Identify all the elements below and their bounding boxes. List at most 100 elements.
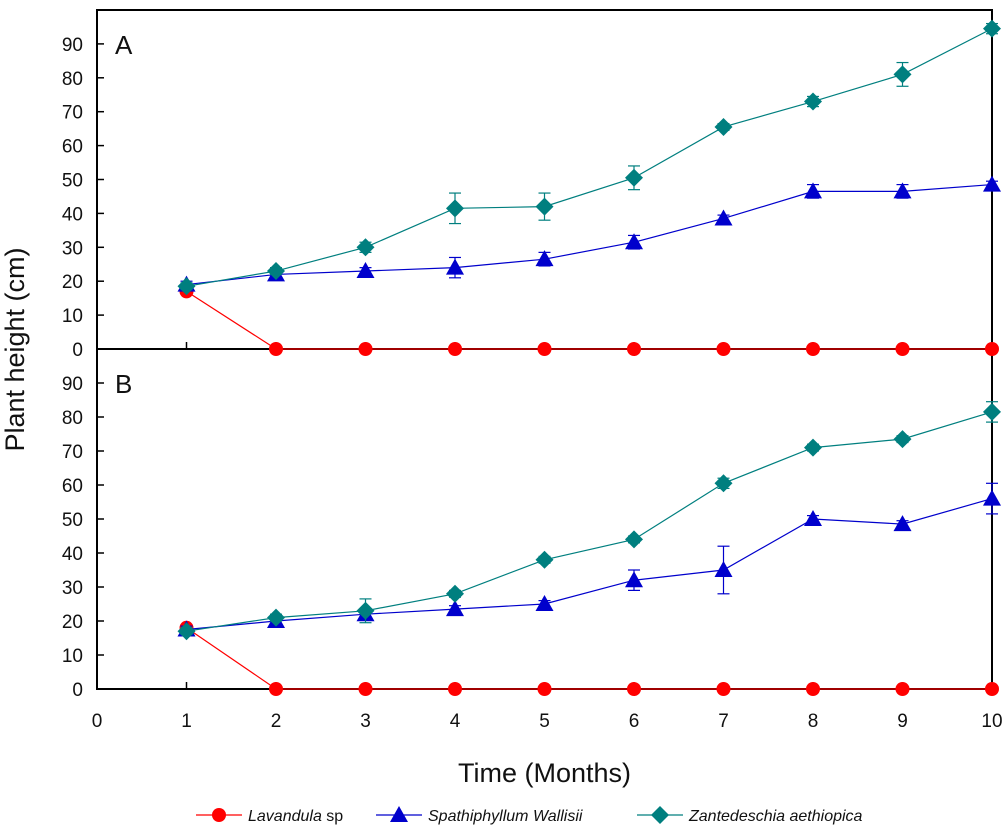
data-point — [893, 515, 912, 532]
x-tick-label: 3 — [360, 711, 371, 732]
series-line — [186, 411, 993, 632]
data-point — [983, 402, 1001, 421]
x-tick-label: 4 — [450, 711, 461, 732]
legend: Lavandula sp Spathiphyllum Wallisii Zanted… — [196, 806, 863, 825]
data-point — [537, 682, 552, 696]
legend-label: Zantedeschia aethiopica — [688, 808, 863, 825]
y-tick-label: 60 — [62, 476, 83, 497]
y-tick-label: 10 — [62, 306, 83, 327]
data-point — [806, 682, 820, 696]
y-tick-label: 90 — [62, 35, 83, 56]
data-point — [627, 682, 641, 696]
data-point — [625, 530, 643, 549]
series-lavandula-sp — [179, 620, 999, 696]
data-point — [535, 595, 554, 611]
y-tick-label: 80 — [62, 69, 83, 90]
legend-item: Lavandula sp — [196, 808, 343, 825]
series-spathiphyllum-wallisii — [177, 175, 1001, 292]
data-point — [716, 682, 731, 696]
data-point — [535, 250, 554, 267]
x-tick-label: 7 — [718, 711, 729, 732]
data-point — [446, 600, 464, 617]
x-tick-label: 6 — [629, 711, 640, 732]
data-point — [804, 510, 822, 526]
series-lavandula-sp — [179, 284, 999, 356]
y-tick-label: 40 — [62, 204, 83, 225]
data-point — [893, 430, 912, 449]
series-line — [186, 498, 993, 631]
data-point — [714, 209, 733, 226]
data-point — [358, 342, 373, 356]
x-tick-label: 1 — [181, 711, 192, 732]
data-point — [448, 682, 462, 696]
data-point — [985, 342, 999, 356]
data-point — [714, 561, 733, 577]
y-tick-label: 70 — [62, 442, 83, 463]
data-point — [267, 608, 285, 627]
x-tick-label: 8 — [808, 711, 819, 732]
data-point — [983, 19, 1001, 38]
series-spathiphyllum-wallisii — [177, 482, 1001, 637]
legend-item: Zantedeschia aethiopica — [637, 806, 863, 825]
legend-marker — [651, 806, 669, 824]
data-point — [269, 682, 283, 696]
data-point — [804, 182, 822, 199]
data-point — [893, 182, 912, 199]
data-point — [804, 438, 822, 457]
data-point — [267, 262, 285, 281]
y-tick-label: 0 — [72, 680, 83, 701]
data-point — [177, 622, 196, 641]
data-point — [269, 342, 283, 356]
data-point — [627, 342, 641, 356]
series-line — [186, 290, 992, 350]
y-tick-label: 20 — [62, 272, 83, 293]
data-point — [177, 277, 196, 296]
data-point — [893, 65, 912, 84]
x-tick-label: 2 — [271, 711, 282, 732]
data-point — [535, 550, 554, 569]
data-point — [806, 342, 820, 356]
data-point — [804, 92, 822, 111]
data-point — [895, 682, 910, 696]
x-tick-label: 10 — [981, 711, 1002, 732]
panel-a: 0 10 20 30 40 50 60 70 80 90 A — [62, 19, 1001, 361]
data-point — [358, 682, 373, 696]
data-point — [446, 584, 464, 603]
data-point — [356, 262, 375, 279]
legend-marker — [212, 808, 226, 822]
legend-item: Spathiphyllum Wallisii — [376, 806, 583, 825]
panel-label: A — [115, 30, 133, 60]
data-point — [356, 238, 375, 257]
x-tick-label: 9 — [897, 711, 908, 732]
series-line — [186, 627, 992, 690]
x-axis-title: Time (Months) — [458, 758, 631, 788]
series-line — [186, 28, 993, 287]
y-tick-label: 80 — [62, 408, 83, 429]
y-tick-label: 30 — [62, 578, 83, 599]
data-point — [983, 175, 1001, 192]
y-tick-label: 0 — [72, 340, 83, 361]
data-point — [714, 474, 733, 493]
y-tick-label: 30 — [62, 238, 83, 259]
data-point — [446, 258, 464, 275]
y-tick-label: 40 — [62, 544, 83, 565]
data-point — [714, 117, 733, 136]
legend-label: Spathiphyllum Wallisii — [428, 808, 583, 825]
y-tick-label: 70 — [62, 103, 83, 124]
y-axis-title: Plant height (cm) — [0, 247, 30, 451]
data-point — [983, 489, 1001, 506]
data-point — [895, 342, 910, 356]
panel-b: 0 10 20 30 40 50 60 70 80 90 B — [62, 369, 1001, 701]
y-tick-label: 50 — [62, 171, 83, 192]
series-zantedeschia-aethiopica — [177, 19, 1001, 296]
panel-label: B — [115, 369, 132, 399]
data-point — [356, 601, 375, 620]
y-tick-label: 50 — [62, 510, 83, 531]
series-line — [186, 183, 993, 286]
x-tick-label: 5 — [539, 711, 550, 732]
x-tick-label: 0 — [92, 711, 103, 732]
legend-marker — [390, 806, 408, 822]
data-point — [625, 571, 643, 588]
data-point — [448, 342, 462, 356]
